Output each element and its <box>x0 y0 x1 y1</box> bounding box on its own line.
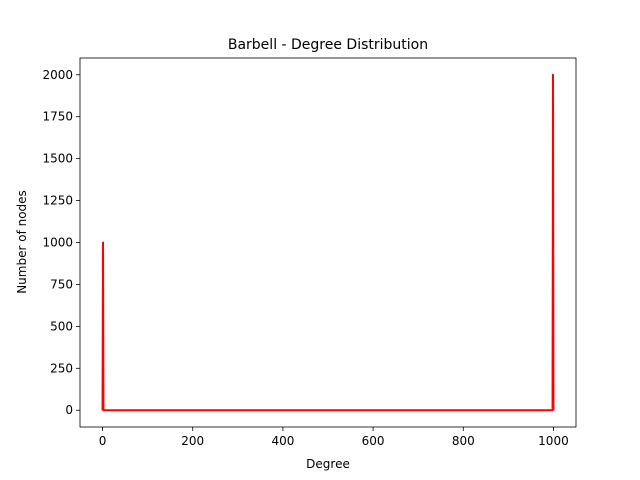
y-tick-label: 250 <box>50 361 73 375</box>
y-tick-label: 2000 <box>42 68 73 82</box>
y-tick-label: 1750 <box>42 110 73 124</box>
y-axis-label: Number of nodes <box>15 190 29 294</box>
x-tick-label: 400 <box>271 434 294 448</box>
y-tick-label: 0 <box>65 403 73 417</box>
series-line-0 <box>101 73 555 412</box>
y-tick-label: 1250 <box>42 194 73 208</box>
x-tick-label: 0 <box>99 434 107 448</box>
y-tick-label: 1000 <box>42 236 73 250</box>
y-tick-label: 750 <box>50 277 73 291</box>
x-tick-label: 1000 <box>538 434 569 448</box>
y-tick-label: 500 <box>50 319 73 333</box>
x-axis-label: Degree <box>306 457 350 471</box>
x-tick-label: 800 <box>452 434 475 448</box>
x-tick-label: 600 <box>362 434 385 448</box>
y-axis-ticks: 0 250 500 750 1000 1250 1500 1750 2000 <box>42 68 80 417</box>
chart-title: Barbell - Degree Distribution <box>228 37 428 53</box>
x-tick-label: 200 <box>181 434 204 448</box>
y-tick-label: 1500 <box>42 152 73 166</box>
x-axis-ticks: 0 200 400 600 800 1000 <box>99 427 569 448</box>
